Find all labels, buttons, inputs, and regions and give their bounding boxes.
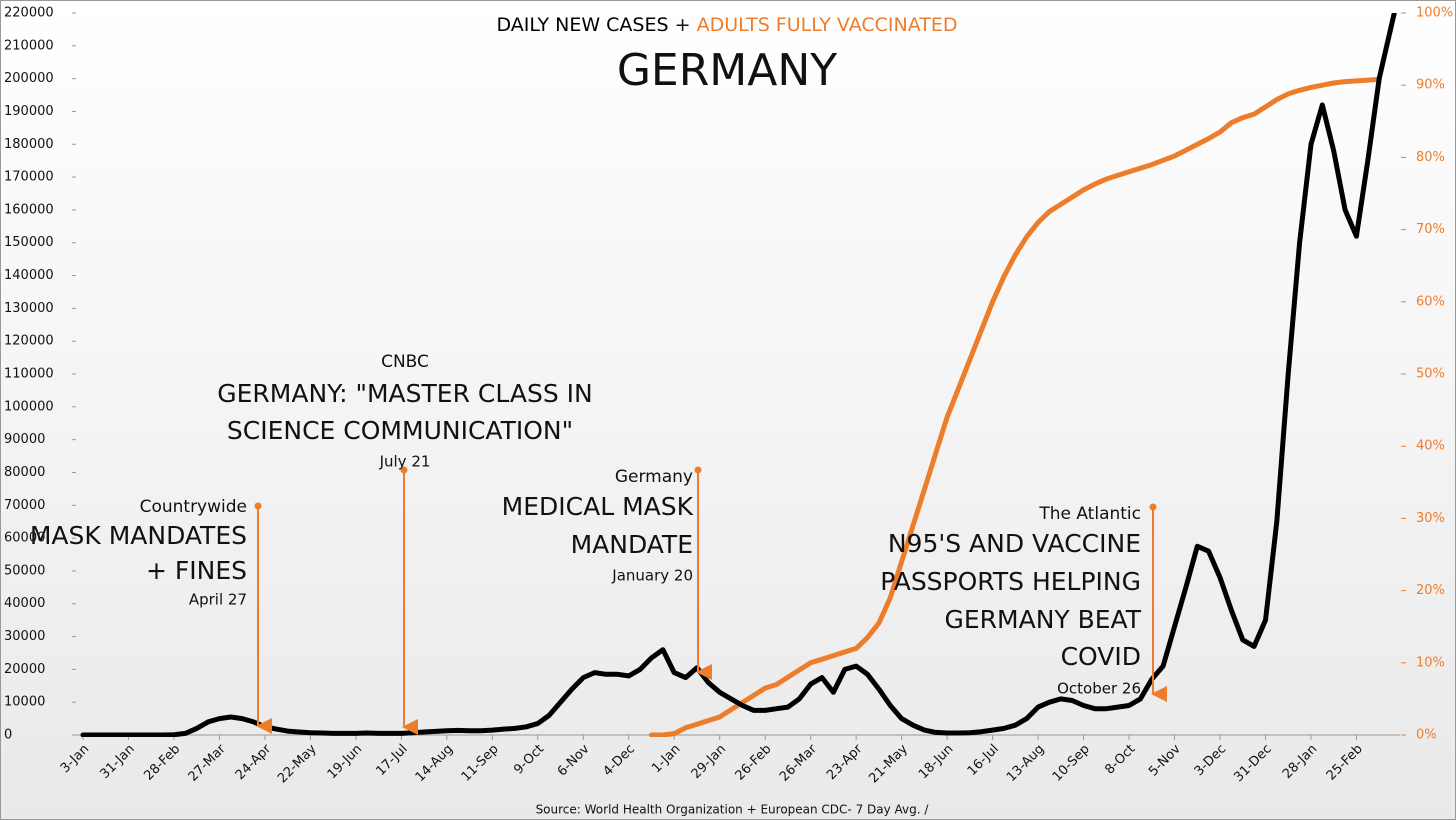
- chart-title: GERMANY: [617, 45, 837, 96]
- annotation-headline: MEDICAL MASK: [502, 492, 694, 521]
- y2-tick-label: 90%: [1416, 78, 1445, 93]
- y-tick-label: 40000: [4, 596, 45, 611]
- annotation-date: July 21: [379, 453, 431, 471]
- annotation-headline: GERMANY BEAT: [944, 605, 1141, 634]
- y-tick-label: 170000: [4, 170, 54, 185]
- annotation-source: Germany: [615, 467, 693, 487]
- y2-tick-label: 30%: [1416, 511, 1445, 526]
- series-line: [649, 76, 1382, 737]
- y-tick-label: 130000: [4, 301, 54, 316]
- y-tick-label: 0: [4, 728, 12, 743]
- annotation-date: October 26: [1057, 680, 1141, 698]
- y2-tick-label: 100%: [1416, 6, 1453, 21]
- legend-title: DAILY NEW CASES + ADULTS FULLY VACCINATE…: [497, 14, 958, 36]
- annotation-headline: GERMANY: "MASTER CLASS IN: [217, 379, 592, 408]
- y-tick-label: 160000: [4, 202, 54, 217]
- legend-joiner: +: [675, 14, 691, 36]
- y2-tick-label: 10%: [1416, 655, 1445, 670]
- y-tick-label: 60000: [4, 531, 45, 546]
- y-tick-label: 50000: [4, 563, 45, 578]
- y-tick-label: 120000: [4, 334, 54, 349]
- y-tick-label: 110000: [4, 367, 54, 382]
- y-tick-label: 200000: [4, 71, 54, 86]
- y-tick-label: 100000: [4, 399, 54, 414]
- y-tick-label: 80000: [4, 465, 45, 480]
- annotation-headline: N95'S AND VACCINE: [888, 529, 1141, 558]
- annotation-dot: [254, 502, 262, 510]
- y2-tick-label: 50%: [1416, 367, 1445, 382]
- series-line: [80, 13, 1397, 737]
- annotation-dot: [400, 466, 408, 474]
- annotation-dot: [1149, 503, 1157, 511]
- annotation-headline: MASK MANDATES: [30, 521, 247, 550]
- y-tick-label: 70000: [4, 498, 45, 513]
- legend-entry: ADULTS FULLY VACCINATED: [697, 14, 958, 36]
- annotation-dot: [694, 466, 702, 474]
- y-tick-label: 140000: [4, 268, 54, 283]
- y2-tick-label: 70%: [1416, 222, 1445, 237]
- y-tick-label: 180000: [4, 137, 54, 152]
- y2-tick-label: 0%: [1416, 728, 1437, 743]
- annotation-headline: PASSPORTS HELPING: [880, 567, 1141, 596]
- y2-tick-label: 20%: [1416, 583, 1445, 598]
- y-tick-label: 10000: [4, 695, 45, 710]
- y2-tick-label: 40%: [1416, 439, 1445, 454]
- annotations: Countrywide MASK MANDATES + FINES April …: [30, 352, 1167, 735]
- plot-area: [80, 13, 1397, 737]
- y-tick-label: 20000: [4, 662, 45, 677]
- legend-entry: DAILY NEW CASES: [497, 14, 669, 36]
- y-tick-label: 30000: [4, 629, 45, 644]
- y-tick-label: 150000: [4, 235, 54, 250]
- y-tick-label: 220000: [4, 6, 54, 21]
- annotation-headline: MANDATE: [571, 530, 693, 559]
- source-note: Source: World Health Organization + Euro…: [536, 803, 930, 817]
- y-tick-label: 210000: [4, 38, 54, 53]
- annotation-source: CNBC: [381, 352, 429, 372]
- annotation-date: January 20: [611, 567, 693, 585]
- annotation-source: The Atlantic: [1038, 504, 1141, 524]
- annotation-source: Countrywide: [140, 497, 247, 517]
- annotation-headline: SCIENCE COMMUNICATION": [227, 416, 573, 445]
- y2-tick-label: 80%: [1416, 150, 1445, 165]
- annotation-date: April 27: [189, 591, 247, 609]
- y-tick-label: 90000: [4, 432, 45, 447]
- annotation-headline: COVID: [1061, 642, 1141, 671]
- y-tick-label: 190000: [4, 104, 54, 119]
- y2-tick-label: 60%: [1416, 294, 1445, 309]
- annotation-headline: + FINES: [146, 556, 247, 585]
